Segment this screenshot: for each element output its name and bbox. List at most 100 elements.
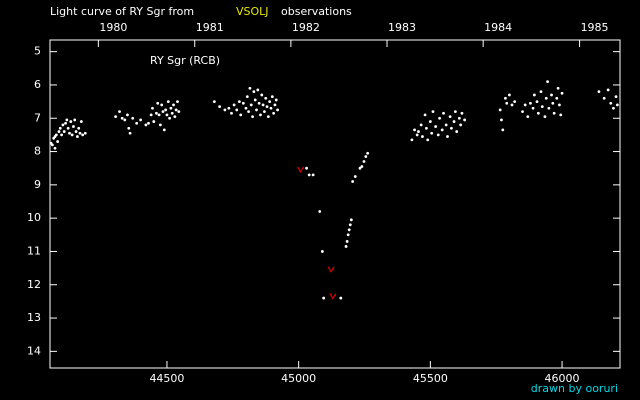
- point: [174, 108, 178, 112]
- point: [135, 121, 139, 125]
- point: [459, 123, 463, 127]
- point: [421, 135, 424, 138]
- point: [81, 133, 85, 137]
- point: [305, 166, 308, 170]
- point: [606, 88, 610, 92]
- point: [227, 106, 231, 110]
- point: [260, 93, 264, 97]
- point: [264, 96, 268, 100]
- point: [513, 100, 517, 104]
- point: [120, 116, 124, 120]
- point: [501, 128, 505, 132]
- point: [529, 101, 532, 105]
- x-tick-label: 45500: [413, 372, 448, 385]
- chart-title: Light curve of RY Sgr from: [50, 5, 194, 18]
- point: [426, 138, 430, 142]
- point: [166, 100, 170, 104]
- point: [307, 173, 311, 177]
- point: [320, 250, 324, 253]
- point: [274, 98, 278, 102]
- y-tick-label: 11: [27, 244, 41, 257]
- point: [257, 101, 261, 105]
- point: [170, 111, 174, 115]
- point: [53, 146, 57, 150]
- y-tick-label: 6: [34, 78, 41, 91]
- point: [366, 151, 370, 155]
- point: [346, 233, 350, 237]
- chart-title-source: VSOLJ: [236, 5, 269, 18]
- annotation: RY Sgr (RCB): [150, 54, 220, 67]
- point: [540, 105, 544, 108]
- point: [417, 130, 420, 133]
- point: [536, 111, 540, 115]
- point: [114, 115, 117, 118]
- point: [269, 106, 273, 110]
- point: [558, 103, 561, 107]
- point: [155, 111, 158, 115]
- point: [457, 116, 461, 120]
- point: [431, 110, 435, 113]
- point: [430, 131, 434, 135]
- point: [442, 111, 445, 115]
- point: [460, 111, 464, 115]
- point: [57, 130, 61, 133]
- point: [149, 113, 153, 117]
- point: [526, 115, 530, 118]
- point: [311, 173, 315, 177]
- y-tick-label: 12: [27, 278, 41, 291]
- point: [164, 108, 168, 112]
- point: [413, 128, 416, 132]
- point: [72, 125, 75, 128]
- point: [555, 96, 559, 100]
- point: [123, 118, 127, 122]
- point: [552, 111, 556, 115]
- point: [544, 96, 548, 100]
- point: [79, 120, 83, 123]
- point: [523, 103, 527, 107]
- point: [74, 130, 78, 133]
- point: [438, 116, 441, 120]
- x2-tick-label: 1981: [196, 21, 224, 34]
- credit: drawn by ooruri: [531, 382, 618, 395]
- point: [60, 133, 63, 137]
- upper-limit: [329, 293, 337, 300]
- point: [535, 100, 539, 104]
- point: [256, 88, 260, 92]
- point: [550, 93, 553, 97]
- point: [169, 106, 173, 110]
- x-tick-label: 45000: [281, 372, 316, 385]
- point: [56, 140, 60, 143]
- point: [505, 101, 509, 105]
- y-tick-label: 10: [27, 211, 41, 224]
- point: [255, 108, 258, 112]
- point: [614, 95, 618, 99]
- point: [128, 131, 132, 135]
- x-tick-label: 44500: [149, 372, 184, 385]
- point: [436, 133, 440, 137]
- point: [444, 123, 448, 127]
- point: [273, 103, 277, 107]
- point: [615, 103, 619, 107]
- point: [261, 103, 265, 107]
- point: [161, 110, 165, 113]
- point: [455, 130, 459, 133]
- point: [239, 113, 243, 117]
- y-tick-label: 7: [34, 111, 41, 124]
- point: [160, 103, 164, 107]
- point: [244, 106, 248, 110]
- point: [358, 166, 362, 170]
- point: [247, 110, 251, 113]
- point: [70, 133, 74, 137]
- point: [453, 110, 457, 113]
- x2-tick-label: 1984: [484, 21, 512, 34]
- point: [68, 131, 71, 135]
- point: [532, 93, 536, 97]
- y-tick-label: 5: [34, 45, 41, 58]
- point: [176, 100, 179, 104]
- point: [127, 126, 131, 130]
- point: [139, 118, 143, 122]
- point: [612, 106, 615, 110]
- point: [539, 90, 543, 94]
- point: [364, 155, 368, 158]
